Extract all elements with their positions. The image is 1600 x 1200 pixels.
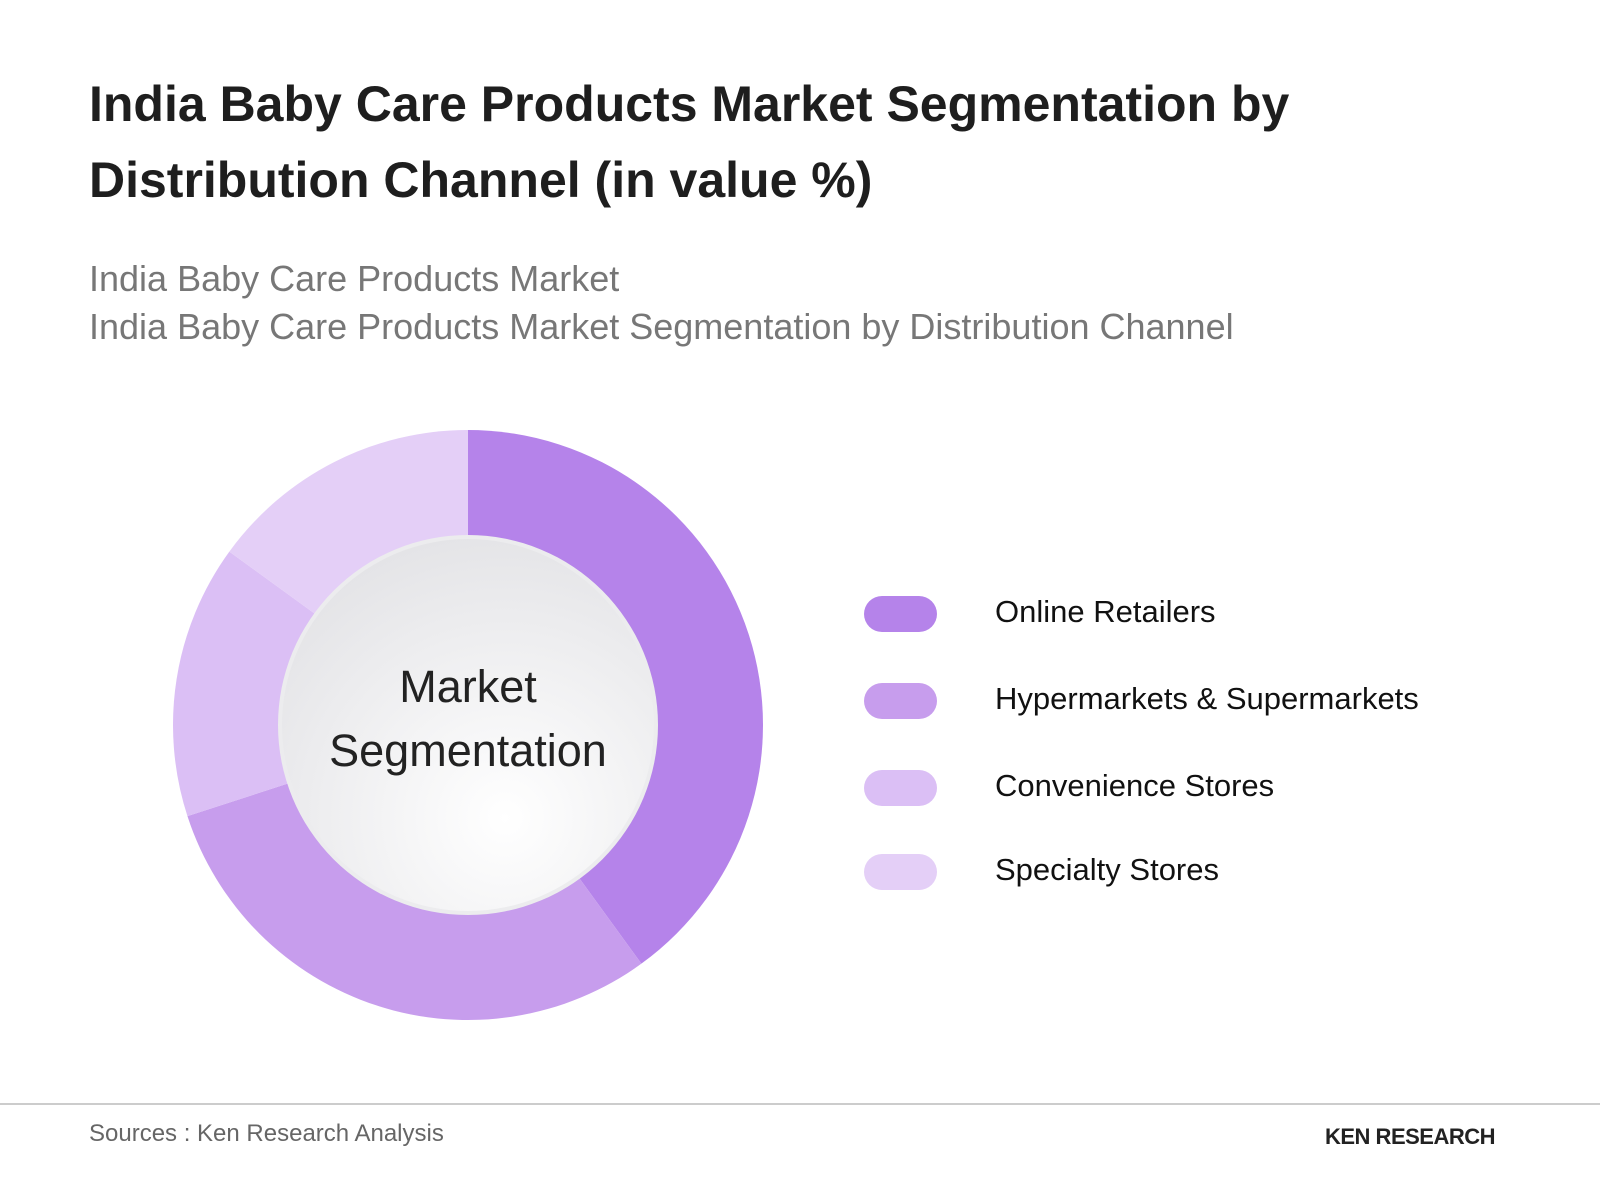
legend-label: Hypermarkets & Supermarkets [995, 681, 1419, 716]
center-label: Market Segmentation [329, 661, 607, 776]
subtitle: India Baby Care Products Market Segmenta… [89, 306, 1234, 347]
donut-hole [282, 539, 654, 911]
chart [172, 430, 937, 1021]
source: Sources : Ken Research Analysis [89, 1120, 444, 1147]
legend-swatch [864, 854, 937, 890]
divider [0, 1103, 1600, 1105]
chart-title: India Baby Care Products Market Segmenta… [89, 76, 1290, 208]
legend-swatch [864, 596, 937, 632]
legend-label: Specialty Stores [995, 852, 1219, 887]
legend-swatch [864, 683, 937, 719]
legend-label: Online Retailers [995, 594, 1216, 629]
brand-logo: KEN RESEARCH [1325, 1124, 1496, 1149]
legend-label: Convenience Stores [995, 768, 1275, 803]
legend-swatch [864, 770, 937, 806]
subtitle: India Baby Care Products Market [89, 258, 620, 299]
